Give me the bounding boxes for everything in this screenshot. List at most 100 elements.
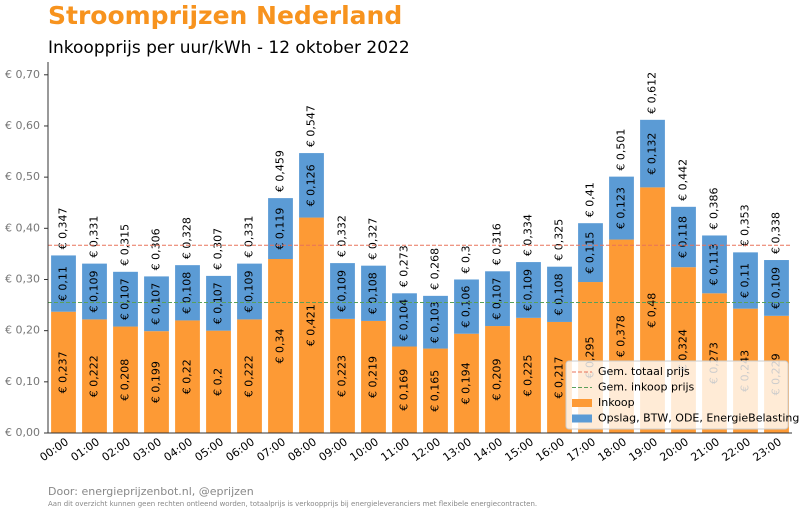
bar-segment bbox=[299, 217, 324, 433]
x-tick-label: 23:00 bbox=[751, 435, 784, 464]
disclaimer: Aan dit overzicht kunnen geen rechten on… bbox=[48, 500, 537, 508]
x-tick-label: 10:00 bbox=[348, 435, 381, 464]
x-tick-label: 05:00 bbox=[193, 435, 226, 464]
bar-segment bbox=[51, 311, 76, 433]
data-label: € 0,169 bbox=[398, 369, 411, 411]
x-tick-label: 16:00 bbox=[534, 435, 567, 464]
legend-label: Inkoop bbox=[598, 396, 635, 409]
data-label: € 0,108 bbox=[367, 272, 380, 314]
data-label: € 0,107 bbox=[119, 278, 132, 320]
data-label: € 0,104 bbox=[398, 299, 411, 341]
bar-segment bbox=[423, 295, 448, 349]
total-label: € 0,41 bbox=[584, 182, 597, 217]
data-label: € 0,165 bbox=[429, 370, 442, 412]
data-label: € 0,107 bbox=[212, 282, 225, 324]
total-label: € 0,442 bbox=[677, 159, 690, 201]
data-label: € 0,123 bbox=[615, 187, 628, 229]
data-label: € 0,126 bbox=[305, 164, 318, 206]
bar-segment bbox=[330, 318, 355, 433]
data-label: € 0,132 bbox=[646, 133, 659, 175]
legend-label: Opslag, BTW, ODE, EnergieBelasting bbox=[598, 412, 799, 425]
x-tick-label: 18:00 bbox=[596, 435, 629, 464]
chart-title: Stroomprijzen Nederland bbox=[48, 1, 402, 30]
bar-segment bbox=[640, 119, 665, 188]
x-tick-label: 14:00 bbox=[472, 435, 505, 464]
x-tick-label: 19:00 bbox=[627, 435, 660, 464]
x-tick-label: 12:00 bbox=[410, 435, 443, 464]
total-label: € 0,316 bbox=[491, 223, 504, 265]
bar-segment bbox=[733, 252, 758, 309]
total-label: € 0,347 bbox=[57, 207, 70, 249]
data-label: € 0,222 bbox=[243, 355, 256, 397]
chart-subtitle: Inkoopprijs per uur/kWh - 12 oktober 202… bbox=[48, 38, 410, 58]
total-label: € 0,325 bbox=[553, 219, 566, 261]
bar-segment bbox=[268, 198, 293, 260]
x-tick-label: 00:00 bbox=[38, 435, 71, 464]
data-label: € 0,108 bbox=[181, 272, 194, 314]
x-tick-label: 21:00 bbox=[689, 435, 722, 464]
x-tick-label: 11:00 bbox=[379, 435, 412, 464]
data-label: € 0,113 bbox=[708, 243, 721, 285]
x-tick-label: 20:00 bbox=[658, 435, 691, 464]
x-tick-label: 08:00 bbox=[286, 435, 319, 464]
data-label: € 0,109 bbox=[243, 271, 256, 313]
y-tick-label: € 0,30 bbox=[5, 272, 40, 285]
x-tick-label: 01:00 bbox=[69, 435, 102, 464]
total-label: € 0,501 bbox=[615, 129, 628, 171]
data-label: € 0,109 bbox=[88, 271, 101, 313]
data-label: € 0,199 bbox=[150, 361, 163, 403]
data-label: € 0,208 bbox=[119, 359, 132, 401]
x-tick-label: 04:00 bbox=[162, 435, 195, 464]
data-label: € 0,222 bbox=[88, 355, 101, 397]
y-tick-label: € 0,40 bbox=[5, 221, 40, 234]
data-label: € 0,107 bbox=[150, 283, 163, 325]
total-label: € 0,353 bbox=[739, 204, 752, 246]
data-label: € 0,108 bbox=[553, 273, 566, 315]
bar-segment bbox=[516, 262, 541, 318]
data-label: € 0,34 bbox=[274, 329, 287, 364]
footer: Door: energieprijzenbot.nl, @eprijzen bbox=[48, 485, 254, 498]
total-label: € 0,459 bbox=[274, 150, 287, 192]
y-tick-label: € 0,70 bbox=[5, 68, 40, 81]
bar-segment bbox=[237, 263, 262, 320]
y-tick-label: € 0,10 bbox=[5, 375, 40, 388]
bar-segment bbox=[113, 271, 138, 327]
data-label: € 0,22 bbox=[181, 359, 194, 394]
total-label: € 0,307 bbox=[212, 228, 225, 270]
bar-segment bbox=[237, 319, 262, 433]
legend-label: Gem. totaal prijs bbox=[598, 365, 690, 378]
data-label: € 0,223 bbox=[336, 355, 349, 397]
bar-segment bbox=[516, 317, 541, 433]
data-label: € 0,209 bbox=[491, 359, 504, 401]
data-label: € 0,109 bbox=[770, 267, 783, 309]
bar-segment bbox=[175, 320, 200, 433]
bar-segment bbox=[206, 275, 231, 331]
bar-segment bbox=[485, 271, 510, 327]
bar-segment bbox=[361, 265, 386, 321]
data-label: € 0,109 bbox=[522, 269, 535, 311]
data-label: € 0,119 bbox=[274, 208, 287, 250]
total-label: € 0,268 bbox=[429, 248, 442, 290]
y-tick-label: € 0,20 bbox=[5, 324, 40, 337]
bar-segment bbox=[82, 263, 107, 320]
bar-segment bbox=[454, 333, 479, 433]
total-label: € 0,315 bbox=[119, 224, 132, 266]
data-label: € 0,219 bbox=[367, 356, 380, 398]
bar-segment bbox=[764, 260, 789, 316]
bar-segment bbox=[547, 266, 572, 322]
data-label: € 0,225 bbox=[522, 354, 535, 396]
data-label: € 0,217 bbox=[553, 356, 566, 398]
data-label: € 0,421 bbox=[305, 304, 318, 346]
legend-label: Gem. inkoop prijs bbox=[598, 381, 695, 394]
x-tick-label: 02:00 bbox=[100, 435, 133, 464]
bar-segment bbox=[268, 259, 293, 433]
total-label: € 0,338 bbox=[770, 212, 783, 254]
total-label: € 0,331 bbox=[243, 216, 256, 258]
data-label: € 0,118 bbox=[677, 216, 690, 258]
total-label: € 0,547 bbox=[305, 105, 318, 147]
data-label: € 0,11 bbox=[57, 266, 70, 301]
bar-segment bbox=[423, 348, 448, 433]
bar-segment bbox=[299, 153, 324, 218]
x-tick-label: 13:00 bbox=[441, 435, 474, 464]
x-tick-label: 15:00 bbox=[503, 435, 536, 464]
